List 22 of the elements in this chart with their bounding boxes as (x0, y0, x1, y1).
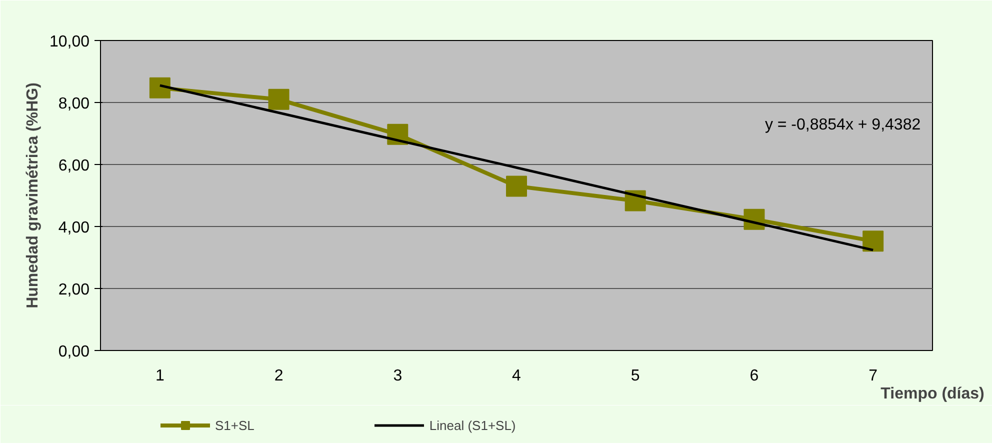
annotation: y = -0,8854x + 9,4382 (764, 116, 921, 134)
x-tick-label: 7 (868, 368, 878, 384)
x-tick-label: 3 (393, 368, 402, 384)
point (506, 176, 527, 197)
y-tick-label: 2,00 (58, 282, 90, 298)
x-tick-label: 4 (512, 368, 522, 384)
point (149, 77, 170, 98)
x-axis-title: Tiempo (días) (880, 386, 984, 402)
point (268, 88, 290, 110)
point (862, 230, 884, 252)
legend-label: Lineal (S1+SL) (429, 418, 516, 432)
y-tick-label: 0,00 (58, 344, 90, 360)
x-tick-label: 6 (750, 368, 759, 384)
y-tick-label: 4,00 (58, 220, 90, 236)
legend-label: S1+SL (215, 418, 254, 432)
x-tick-label: 2 (274, 368, 284, 384)
y-tick-label: 6,00 (58, 158, 90, 174)
y-tick-label: 10,00 (49, 34, 90, 50)
y-axis-title: Humedad gravimétrica (%HG) (24, 82, 42, 308)
x-tick-label: 5 (630, 368, 640, 384)
x-tick-label: 1 (155, 368, 164, 384)
y-tick-label: 8,00 (58, 96, 90, 112)
